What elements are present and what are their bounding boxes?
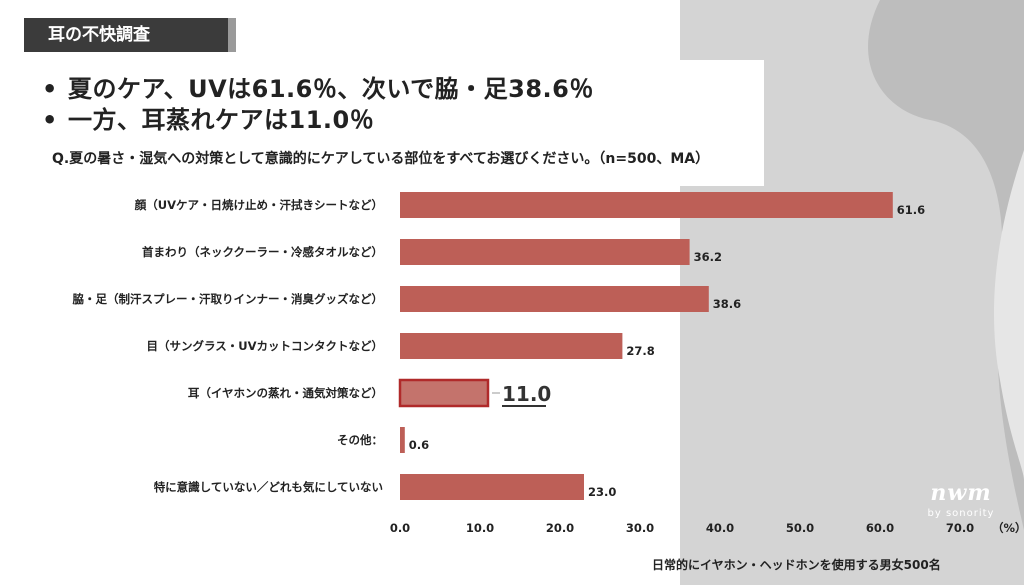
value-label: 38.6 <box>713 297 741 311</box>
section-tag: 耳の不快調査 <box>24 18 236 52</box>
value-label-highlight: 11.0 <box>502 382 551 406</box>
value-label: 0.6 <box>409 438 429 452</box>
category-label: その他： <box>337 433 383 447</box>
footnote: 日常的にイヤホン・ヘッドホンを使用する男女500名 <box>652 558 941 572</box>
category-label: 脇・足（制汗スプレー・汗取りインナー・消臭グッズなど） <box>73 292 384 306</box>
value-label: 23.0 <box>588 485 616 499</box>
x-tick-label: 0.0 <box>390 521 410 535</box>
bar <box>400 239 690 265</box>
category-label: 特に意識していない／どれも気にしていない <box>154 480 383 494</box>
bar <box>400 192 893 218</box>
category-label: 顔（UVケア・日焼け止め・汗拭きシートなど） <box>134 198 383 212</box>
bar <box>400 474 584 500</box>
x-tick-label: 30.0 <box>626 521 654 535</box>
headline-bullet-2: 一方、耳蒸れケアは11.0％ <box>42 105 594 136</box>
logo-mark: nwm <box>930 480 992 506</box>
x-axis-unit: （%） <box>992 521 1024 535</box>
headline-bullet-1: 夏のケア、UVは61.6％、次いで脇・足38.6％ <box>42 74 594 105</box>
headline-bullets: 夏のケア、UVは61.6％、次いで脇・足38.6％ 一方、耳蒸れケアは11.0％ <box>42 74 594 136</box>
category-label: 耳（イヤホンの蒸れ・通気対策など） <box>188 386 383 400</box>
value-label: 27.8 <box>626 344 654 358</box>
bar <box>400 286 709 312</box>
logo-subtext: by sonority <box>927 508 995 519</box>
x-tick-label: 40.0 <box>706 521 734 535</box>
category-label: 首まわり（ネッククーラー・冷感タオルなど） <box>142 245 383 259</box>
x-tick-label: 10.0 <box>466 521 494 535</box>
bar <box>398 378 490 408</box>
category-label: 目（サングラス・UVカットコンタクトなど） <box>146 339 383 353</box>
value-label: 61.6 <box>897 203 925 217</box>
bar <box>400 333 623 359</box>
value-label: 36.2 <box>694 250 722 264</box>
x-tick-label: 60.0 <box>866 521 894 535</box>
x-tick-label: 70.0 <box>946 521 974 535</box>
x-tick-label: 20.0 <box>546 521 574 535</box>
survey-question: Q.夏の暑さ・湿気への対策として意識的にケアしている部位をすべてお選びください。… <box>52 151 710 167</box>
bar <box>400 427 405 453</box>
brand-logo: nwm by sonority <box>918 480 1004 519</box>
x-tick-label: 50.0 <box>786 521 814 535</box>
